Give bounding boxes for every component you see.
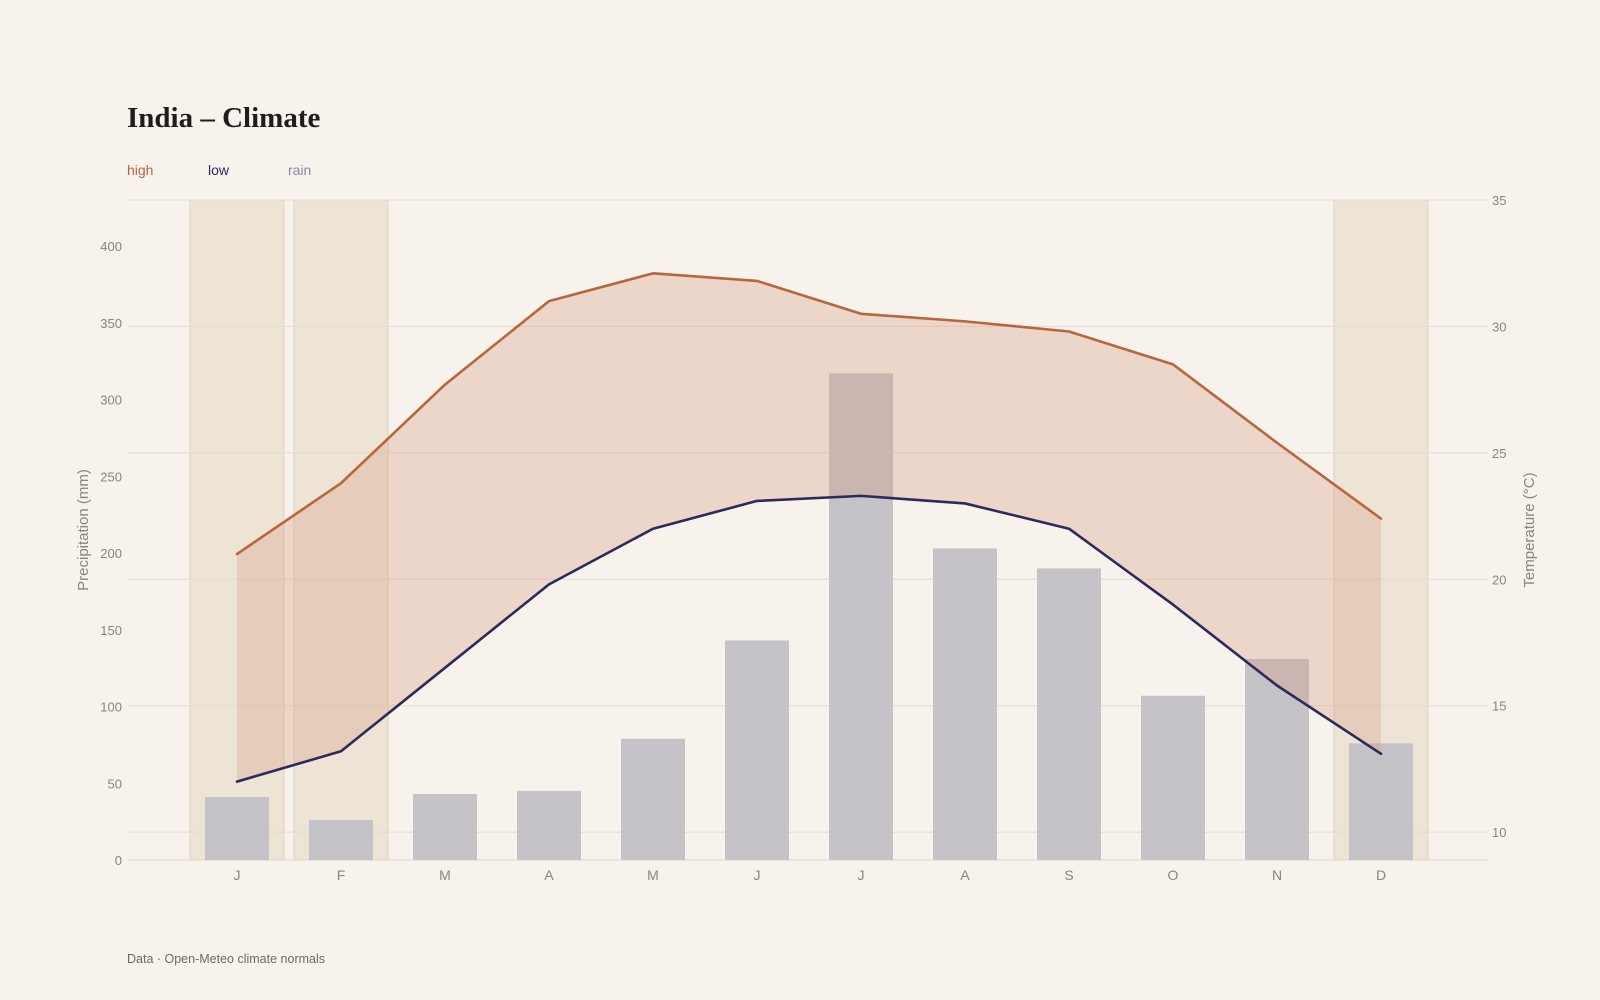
y-tick-label: 50 xyxy=(108,776,122,791)
y-tick-label: 150 xyxy=(100,623,122,638)
legend-rain: rain xyxy=(288,162,312,178)
chart-title: India – Climate xyxy=(127,102,321,134)
x-tick-label: O xyxy=(1168,867,1179,883)
x-tick-label: N xyxy=(1272,867,1282,883)
y2-tick-label: 20 xyxy=(1492,572,1506,587)
y-tick-label: 350 xyxy=(100,316,122,331)
season-shade-0 xyxy=(189,199,285,861)
y-tick-label: 300 xyxy=(100,393,122,408)
x-tick-label: M xyxy=(647,867,659,883)
rain-bar xyxy=(1141,695,1205,860)
y-tick-label: 0 xyxy=(115,853,122,868)
low-temperature-line xyxy=(235,494,1383,783)
high-temperature-line xyxy=(235,272,1383,556)
rain-bar xyxy=(829,373,893,860)
legend-low: low xyxy=(208,162,230,178)
y-tick-label: 400 xyxy=(100,239,122,254)
temperature-band xyxy=(237,273,1381,782)
rain-bar xyxy=(413,794,477,860)
y2-tick-label: 15 xyxy=(1492,699,1506,714)
y2-tick-label: 30 xyxy=(1492,319,1506,334)
x-tick-label: S xyxy=(1064,867,1073,883)
y-tick-label: 200 xyxy=(100,546,122,561)
legend-high: high xyxy=(127,162,154,178)
y2-axis-title: Temperature (°C) xyxy=(1521,472,1538,587)
rain-bar xyxy=(1037,568,1101,860)
rain-bar xyxy=(517,790,581,860)
y-axis-title: Precipitation (mm) xyxy=(75,469,92,591)
y2-tick-label: 10 xyxy=(1492,825,1506,840)
x-tick-label: J xyxy=(234,867,241,883)
rain-bar xyxy=(205,797,269,860)
x-tick-label: M xyxy=(439,867,451,883)
y-tick-label: 250 xyxy=(100,469,122,484)
rain-bar xyxy=(933,548,997,860)
source-note: Data · Open-Meteo climate normals xyxy=(127,952,325,966)
rain-bar xyxy=(1245,658,1309,860)
rain-bar xyxy=(725,640,789,860)
y-tick-label: 100 xyxy=(100,700,122,715)
y2-tick-label: 35 xyxy=(1492,193,1506,208)
rain-bar xyxy=(309,820,373,860)
rain-bar xyxy=(621,738,685,860)
rain-bar xyxy=(1349,743,1413,860)
x-tick-label: F xyxy=(337,867,346,883)
x-tick-label: J xyxy=(754,867,761,883)
x-tick-label: J xyxy=(858,867,865,883)
x-tick-label: A xyxy=(544,867,554,883)
x-tick-label: A xyxy=(960,867,970,883)
y2-tick-label: 25 xyxy=(1492,446,1506,461)
x-tick-label: D xyxy=(1376,867,1386,883)
